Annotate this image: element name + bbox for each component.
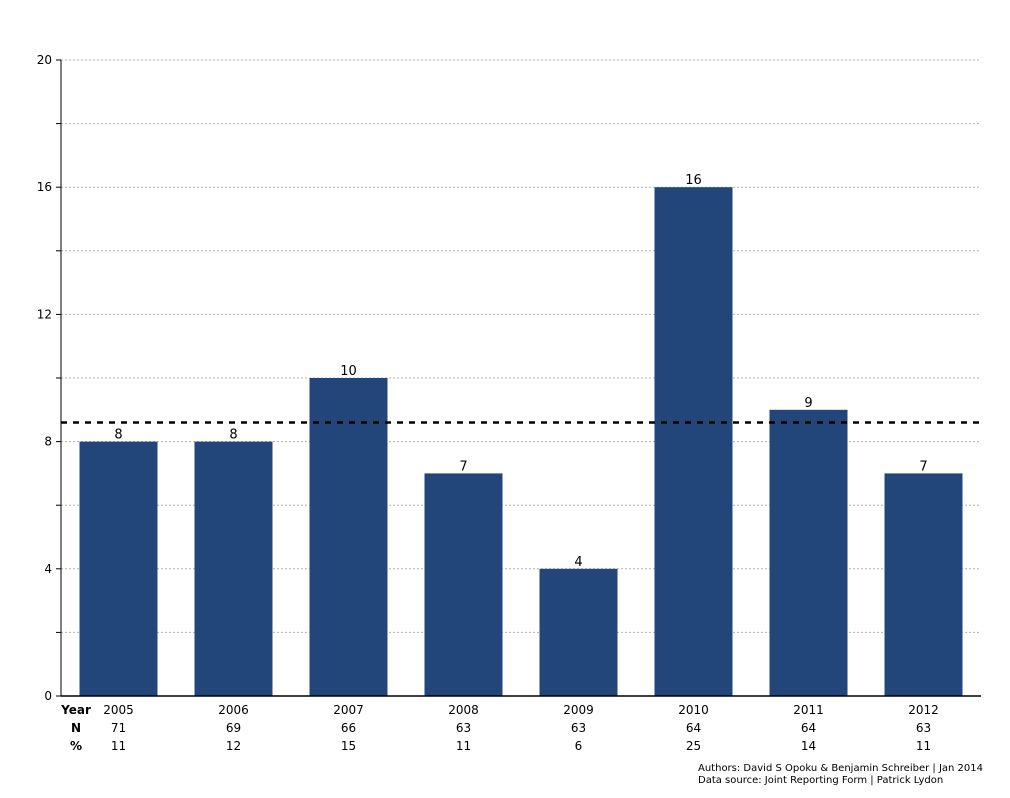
table-cell: 2008	[448, 703, 479, 717]
table-cell: 2012	[908, 703, 939, 717]
table-cell: 2009	[563, 703, 594, 717]
table-cell: 25	[686, 739, 701, 753]
table-cell: 2007	[333, 703, 364, 717]
y-tick-label: 8	[44, 435, 52, 449]
table-cell: 63	[571, 721, 586, 735]
data-label: 16	[685, 173, 702, 188]
table-cell: 69	[226, 721, 241, 735]
bar	[769, 409, 848, 696]
table-row-label: N	[71, 721, 81, 735]
table-cell: 15	[341, 739, 356, 753]
bar	[194, 441, 273, 696]
footer: Authors: David S Opoku & Benjamin Schrei…	[698, 763, 983, 787]
table-cell: 63	[456, 721, 471, 735]
table-cell: 2011	[793, 703, 824, 717]
table-cell: 12	[226, 739, 241, 753]
table-cell: 66	[341, 721, 356, 735]
y-tick-label: 12	[37, 307, 52, 321]
data-label: 7	[459, 459, 467, 474]
y-tick-label: 16	[37, 180, 52, 194]
table-cell: 2006	[218, 703, 249, 717]
data-label: 10	[340, 364, 357, 379]
table-cell: 14	[801, 739, 816, 753]
bar	[539, 568, 618, 696]
y-tick-label: 4	[44, 562, 52, 576]
table-cell: 11	[111, 739, 126, 753]
table-cell: 6	[575, 739, 583, 753]
table-cell: 2005	[103, 703, 134, 717]
footer-authors: Authors: David S Opoku & Benjamin Schrei…	[698, 763, 983, 774]
y-tick-label: 20	[37, 53, 52, 67]
data-label: 8	[114, 428, 122, 443]
data-table: Year 2005 2006 2007 2008 2009 2010 2011 2012 N 71 6…	[60, 703, 939, 753]
bar	[79, 441, 158, 696]
table-cell: 11	[456, 739, 471, 753]
data-labels: 8 8 10 7 4 16 9 7	[114, 173, 927, 570]
table-row-label: %	[70, 739, 82, 753]
table-row-label: Year	[60, 703, 91, 717]
table-cell: 11	[916, 739, 931, 753]
table-cell: 63	[916, 721, 931, 735]
data-label: 8	[229, 428, 237, 443]
table-cell: 2010	[678, 703, 709, 717]
bars	[79, 187, 963, 696]
table-cell: 71	[111, 721, 126, 735]
y-tick-label: 0	[44, 689, 52, 703]
bar	[884, 473, 963, 696]
table-cell: 64	[801, 721, 816, 735]
axes: 0 4 8 12 16 20	[37, 53, 981, 703]
bar	[654, 187, 733, 696]
data-label: 4	[574, 555, 582, 570]
data-label: 7	[919, 459, 927, 474]
footer-source: Data source: Joint Reporting Form | Patr…	[698, 775, 944, 786]
data-label: 9	[804, 396, 812, 411]
bar	[424, 473, 503, 696]
table-cell: 64	[686, 721, 701, 735]
bar	[309, 378, 388, 696]
